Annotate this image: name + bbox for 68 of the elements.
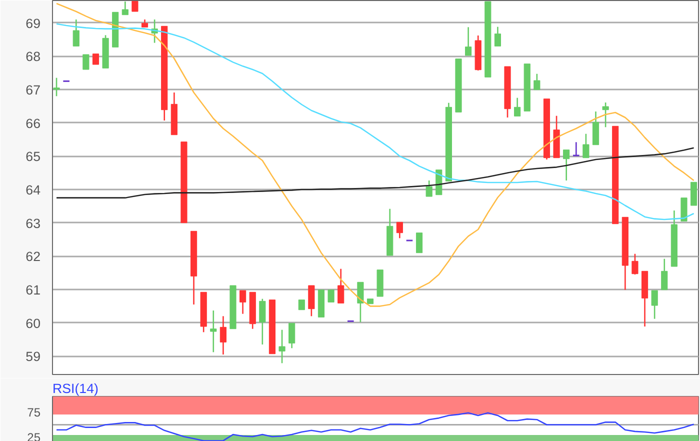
candlestick bbox=[278, 329, 286, 364]
line-series bbox=[56, 23, 694, 220]
candlestick bbox=[651, 290, 658, 320]
candlestick bbox=[82, 54, 90, 70]
candlestick bbox=[641, 270, 648, 328]
candlestick bbox=[210, 310, 217, 353]
y-tick-label: 65 bbox=[26, 149, 41, 164]
candlestick bbox=[670, 210, 678, 267]
line-series bbox=[56, 147, 694, 198]
candlestick bbox=[180, 142, 188, 224]
y-tick-label: 67 bbox=[26, 82, 41, 98]
y-tick-label: 66 bbox=[26, 116, 41, 131]
candlestick bbox=[357, 282, 364, 323]
candlestick bbox=[268, 300, 276, 354]
candlestick bbox=[190, 230, 198, 306]
y-tick-label: 68 bbox=[26, 49, 41, 64]
candlestick bbox=[416, 232, 423, 254]
candlestick bbox=[338, 268, 344, 304]
candlestick bbox=[465, 26, 472, 56]
candlestick bbox=[582, 133, 590, 158]
line-series bbox=[56, 2, 694, 307]
y-tick-label: 69 bbox=[26, 16, 41, 31]
candlestick bbox=[680, 198, 688, 222]
candlestick bbox=[553, 115, 560, 158]
candlestick bbox=[161, 26, 168, 122]
y-tick-label: 59 bbox=[26, 349, 41, 364]
candlestick bbox=[220, 316, 226, 356]
candlestick bbox=[514, 97, 521, 116]
candlestick bbox=[122, 0, 128, 16]
y-tick-label: 64 bbox=[26, 182, 42, 198]
candlestick bbox=[132, 0, 138, 12]
candlestick bbox=[249, 292, 256, 330]
line-series bbox=[56, 412, 694, 441]
candlestick bbox=[612, 126, 619, 224]
y-tick-label: 63 bbox=[26, 216, 41, 231]
candlestick bbox=[72, 18, 80, 46]
candlestick bbox=[563, 150, 570, 182]
candlestick bbox=[230, 285, 236, 330]
candlestick bbox=[170, 92, 178, 136]
candlestick bbox=[592, 110, 600, 146]
candlestick bbox=[622, 216, 628, 290]
candlestick bbox=[690, 182, 698, 206]
candlestick bbox=[386, 208, 394, 256]
candlestick bbox=[288, 322, 296, 349]
candlestick bbox=[572, 142, 580, 156]
candlestick bbox=[376, 270, 384, 297]
candlestick bbox=[474, 34, 482, 70]
y-tick-label: 62 bbox=[26, 249, 41, 264]
chart-title: RSI(14) bbox=[52, 381, 98, 396]
candlestick bbox=[543, 98, 550, 160]
candlestick bbox=[112, 12, 119, 48]
candlestick bbox=[366, 298, 374, 304]
y-tick-label: 60 bbox=[26, 316, 41, 331]
candlestick bbox=[445, 102, 452, 182]
candlestick bbox=[494, 26, 501, 46]
candlestick bbox=[318, 290, 325, 318]
candlestick bbox=[661, 258, 668, 290]
candlestick bbox=[298, 300, 305, 310]
candlestick bbox=[396, 222, 403, 239]
candlestick bbox=[240, 290, 246, 314]
candlestick bbox=[524, 64, 530, 112]
candlestick bbox=[141, 18, 148, 28]
y-tick-label: 61 bbox=[26, 282, 41, 298]
candlestick bbox=[328, 290, 334, 302]
candlestick bbox=[455, 58, 462, 112]
y-tick-label: 75 bbox=[27, 405, 41, 420]
candlestick bbox=[92, 54, 100, 65]
candlestick bbox=[484, 1, 492, 78]
